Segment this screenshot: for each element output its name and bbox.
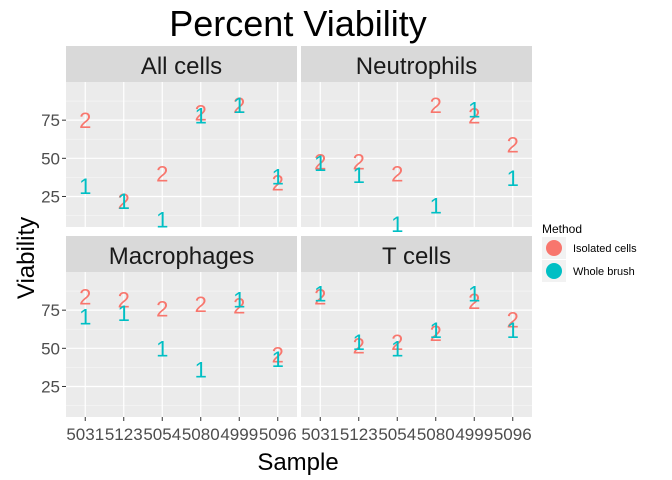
data-point: 2 (430, 321, 442, 346)
x-tick-label: 5123 (105, 425, 143, 444)
data-point: 1 (79, 304, 91, 329)
data-point: 1 (468, 97, 480, 122)
data-point: 2 (118, 287, 130, 312)
data-point: 1 (79, 174, 91, 199)
data-point: 1 (507, 318, 519, 343)
x-tick-label: 5123 (340, 425, 378, 444)
data-point: 1 (353, 330, 365, 355)
x-axis-title: Sample (257, 449, 338, 476)
data-point: 2 (272, 342, 284, 367)
data-point: 1 (195, 358, 207, 383)
data-point: 1 (156, 207, 168, 232)
legend-title: Method (542, 222, 582, 236)
data-point: 1 (272, 347, 284, 372)
x-tick-label: 5054 (378, 425, 416, 444)
data-point: 1 (233, 287, 245, 312)
facet-strip (301, 236, 532, 272)
data-point: 2 (79, 284, 91, 309)
data-point: 2 (195, 292, 207, 317)
facet-label: Neutrophils (356, 53, 477, 80)
data-point: 2 (314, 284, 326, 309)
data-point: 1 (272, 165, 284, 190)
y-tick-label: 25 (41, 377, 60, 396)
data-point: 1 (391, 212, 403, 237)
data-point: 2 (391, 162, 403, 187)
data-point: 2 (507, 307, 519, 332)
data-point: 2 (314, 149, 326, 174)
legend: Method Isolated cells Whole brush (542, 222, 637, 282)
data-point: 1 (156, 336, 168, 361)
chart-title: Percent Viability (169, 3, 426, 44)
data-point: 2 (156, 162, 168, 187)
data-point: 1 (233, 93, 245, 118)
data-point: 2 (391, 330, 403, 355)
y-tick-label: 50 (41, 149, 60, 168)
y-tick-label: 50 (41, 339, 60, 358)
legend-label: Isolated cells (573, 243, 637, 255)
y-tick-label: 75 (41, 301, 60, 320)
data-point: 1 (430, 318, 442, 343)
data-point: 1 (468, 281, 480, 306)
data-point: 2 (233, 294, 245, 319)
x-tick-label: 5054 (143, 425, 181, 444)
facet-strip (66, 236, 297, 272)
facet-label: T cells (382, 243, 451, 270)
data-point: 2 (468, 104, 480, 129)
data-point: 1 (118, 301, 130, 326)
x-tick-label: 5080 (417, 425, 455, 444)
data-point: 2 (79, 108, 91, 133)
facet-strip (301, 46, 532, 82)
legend-swatch (546, 263, 562, 279)
x-tick-label: 4999 (455, 425, 493, 444)
data-point: 2 (272, 171, 284, 196)
x-tick-label: 5031 (66, 425, 104, 444)
y-tick-label: 75 (41, 111, 60, 130)
data-point: 2 (118, 189, 130, 214)
data-point: 1 (353, 163, 365, 188)
x-tick-label: 4999 (220, 425, 258, 444)
data-point: 2 (195, 101, 207, 126)
data-point: 2 (353, 149, 365, 174)
plot-background (301, 272, 532, 417)
x-tick-label: 5096 (259, 425, 297, 444)
data-point: 1 (391, 336, 403, 361)
data-point: 1 (314, 281, 326, 306)
legend-swatch (546, 240, 562, 256)
data-point: 2 (233, 93, 245, 118)
plot-background (66, 272, 297, 417)
data-point: 2 (430, 93, 442, 118)
x-tick-label: 5031 (301, 425, 339, 444)
data-point: 1 (195, 104, 207, 129)
y-axis-title: Viability (13, 217, 40, 299)
plot-background (66, 82, 297, 227)
data-point: 2 (353, 333, 365, 358)
data-point: 1 (507, 166, 519, 191)
data-point: 1 (314, 151, 326, 176)
facet-label: Macrophages (109, 243, 254, 270)
data-point: 2 (156, 297, 168, 322)
data-point: 2 (468, 289, 480, 314)
data-point: 2 (507, 133, 519, 158)
facet-panel: Macrophages 25 50 75 5031 5123 5054 5080 4999 509… (41, 236, 297, 444)
legend-label: Whole brush (573, 266, 635, 278)
plot-background (301, 82, 532, 227)
facet-label: All cells (141, 53, 222, 80)
x-tick-label: 5080 (182, 425, 220, 444)
facet-strip (66, 46, 297, 82)
x-tick-label: 5096 (494, 425, 532, 444)
data-point: 1 (430, 194, 442, 219)
data-point: 1 (118, 189, 130, 214)
y-tick-label: 25 (41, 187, 60, 206)
